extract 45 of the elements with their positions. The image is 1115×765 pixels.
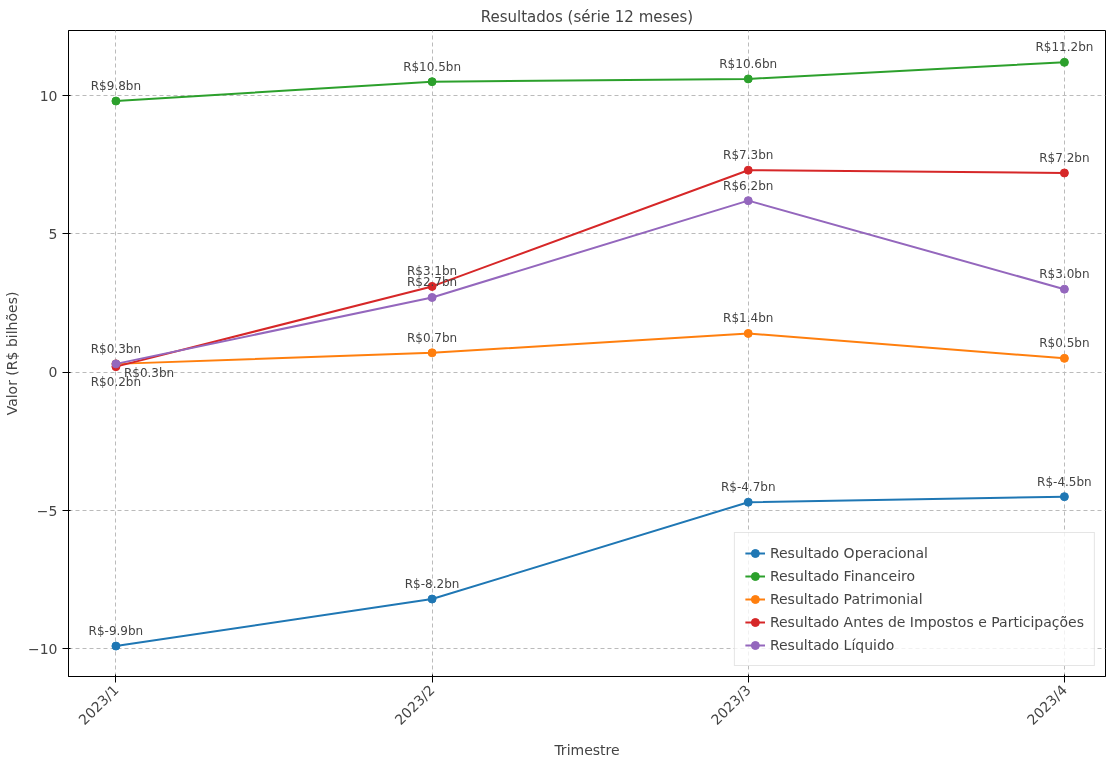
legend-label: Resultado Patrimonial — [769, 591, 923, 607]
data-label: R$10.5bn — [403, 59, 462, 74]
point — [1059, 353, 1069, 363]
y-axis-title: Valor (R$ bilhões) — [3, 291, 20, 416]
data-label: R$0.5bn — [1039, 336, 1090, 351]
point — [1059, 492, 1069, 502]
point — [427, 348, 437, 358]
point — [427, 594, 437, 604]
point — [743, 328, 753, 338]
data-label: R$-4.5bn — [1037, 474, 1092, 489]
data-label: R$10.6bn — [719, 56, 778, 71]
point — [743, 196, 753, 206]
data-label: R$3.0bn — [1039, 267, 1090, 282]
point — [1059, 284, 1069, 294]
point — [111, 641, 121, 651]
data-label: R$9.8bn — [90, 79, 142, 94]
legend-label: Resultado Financeiro — [769, 568, 916, 584]
y-tick-label: 5 — [48, 225, 58, 242]
chart-title: Resultados (série 12 meses) — [480, 7, 694, 26]
point — [427, 292, 437, 302]
data-label: R$7.2bn — [1039, 150, 1090, 165]
legend-label: Resultado Antes de Impostos e Participações — [769, 614, 1084, 630]
y-tick-label: 10 — [39, 87, 58, 104]
point — [743, 165, 753, 175]
data-label: R$-9.9bn — [88, 624, 144, 639]
y-tick-label: 0 — [48, 364, 58, 381]
data-label: R$7.3bn — [723, 148, 774, 163]
legend-label: Resultado Operacional — [769, 545, 928, 561]
data-label: R$-8.2bn — [404, 577, 460, 592]
data-label: R$1.4bn — [723, 311, 774, 326]
point — [743, 497, 753, 507]
data-label: R$-4.7bn — [720, 480, 776, 495]
data-label: R$11.2bn — [1035, 40, 1094, 55]
legend-label: Resultado Líquido — [769, 637, 895, 653]
x-axis-title: Trimestre — [553, 741, 620, 758]
data-label: R$0.3bn — [90, 341, 142, 356]
point — [111, 96, 121, 106]
y-tick-label: −5 — [36, 502, 58, 519]
point — [427, 77, 437, 87]
data-label: R$0.7bn — [406, 330, 458, 345]
y-tick-label: −10 — [27, 640, 58, 657]
point — [743, 74, 753, 84]
data-label: R$6.2bn — [723, 178, 774, 193]
point — [1059, 57, 1069, 67]
point — [1059, 168, 1069, 178]
